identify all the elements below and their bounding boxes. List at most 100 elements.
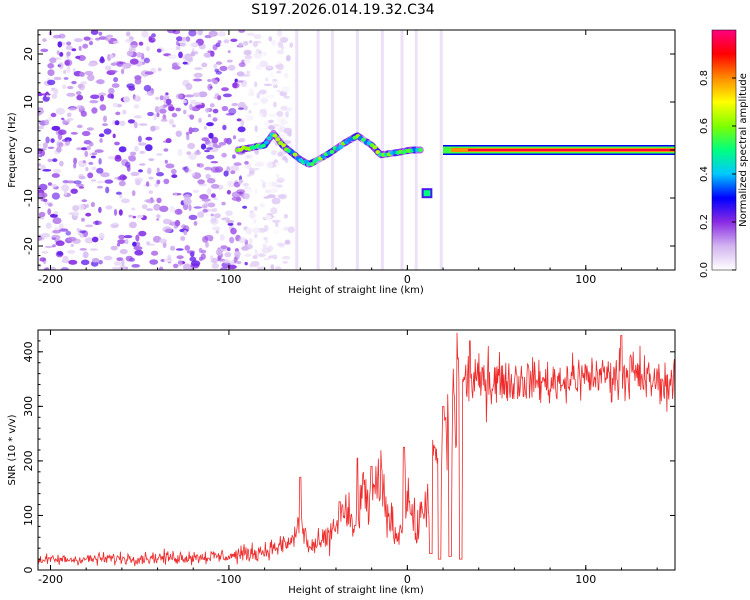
noise-blob — [98, 158, 102, 165]
noise-blob — [103, 128, 112, 135]
noise-blob — [193, 72, 203, 78]
noise-blob — [41, 192, 48, 198]
noise-blob — [198, 91, 208, 98]
noise-blob — [183, 109, 187, 115]
noise-blob — [182, 203, 189, 211]
snr-panel: -200 -100 0 100 0 100 200 300 400 Height of stra… — [7, 329, 676, 596]
noise-blob — [249, 212, 256, 219]
noise-blob — [47, 208, 52, 215]
noise-blob — [150, 125, 156, 132]
snr-plot-area — [38, 330, 675, 570]
noise-blob — [47, 182, 53, 186]
noise-blob — [222, 124, 227, 131]
noise-blob — [65, 230, 72, 236]
noise-blob — [171, 112, 178, 118]
noise-blob — [147, 243, 156, 246]
noise-blob — [174, 191, 178, 196]
noise-blob — [159, 205, 169, 212]
noise-blob — [112, 133, 116, 139]
noise-blob — [45, 136, 50, 144]
noise-blob — [243, 105, 248, 111]
noise-blob — [96, 79, 105, 85]
noise-blob — [84, 150, 89, 158]
noise-blob — [133, 115, 142, 119]
noise-blob — [98, 92, 107, 97]
noise-blob — [262, 181, 266, 189]
noise-blob — [210, 161, 219, 164]
noise-blob — [46, 94, 50, 98]
noise-blob — [121, 175, 128, 180]
noise-blob — [156, 214, 161, 219]
noise-blob — [238, 237, 247, 244]
y-tick-label: -10 — [22, 189, 35, 207]
noise-blob — [264, 240, 269, 244]
noise-blob — [254, 125, 258, 133]
noise-blob — [48, 203, 53, 207]
noise-blob — [244, 58, 251, 64]
noise-blob — [160, 259, 165, 262]
noise-blob — [134, 249, 144, 256]
echo-core — [266, 136, 272, 141]
y-tick-label: 10 — [22, 95, 35, 109]
noise-blob — [254, 233, 258, 239]
noise-blob — [92, 257, 100, 263]
noise-blob — [86, 127, 94, 131]
noise-blob — [258, 89, 267, 95]
noise-blob — [227, 180, 235, 188]
noise-blob — [128, 214, 133, 218]
noise-blob — [122, 63, 126, 71]
stable-carrier — [443, 145, 675, 155]
noise-blob — [182, 99, 187, 104]
noise-blob — [131, 264, 140, 268]
echo-core — [329, 149, 335, 154]
echo-core — [321, 154, 326, 159]
noise-blob — [80, 81, 87, 85]
noise-blob — [133, 104, 140, 109]
noise-blob — [51, 125, 61, 131]
noise-blob — [109, 54, 115, 59]
noise-blob — [241, 246, 250, 251]
noise-blob — [115, 111, 121, 116]
noise-blob — [202, 236, 209, 243]
noise-blob — [144, 71, 154, 75]
noise-blob — [264, 189, 272, 194]
noise-blob — [76, 183, 84, 187]
noise-blob — [244, 187, 253, 192]
noise-blob — [253, 34, 262, 40]
noise-blob — [225, 219, 235, 224]
noise-blob — [203, 201, 209, 205]
noise-blob — [249, 167, 255, 174]
noise-blob — [283, 140, 292, 145]
noise-blob — [207, 83, 213, 91]
noise-blob — [76, 124, 83, 129]
noise-blob — [162, 114, 167, 121]
noise-blob — [275, 60, 281, 66]
noise-blob — [213, 197, 218, 201]
noise-blob — [175, 93, 183, 100]
noise-blob — [78, 175, 86, 180]
noise-blob — [177, 149, 183, 157]
noise-blob — [208, 30, 218, 37]
noise-blob — [90, 94, 100, 100]
noise-blob — [55, 107, 66, 115]
noise-blob — [53, 88, 59, 95]
noise-blob — [219, 234, 225, 241]
noise-blob — [236, 189, 246, 195]
noise-blob — [133, 95, 141, 102]
noise-blob — [138, 41, 144, 46]
noise-blob — [105, 205, 113, 210]
noise-blob — [182, 54, 192, 62]
noise-blob — [130, 151, 137, 156]
noise-blob — [85, 224, 94, 228]
noise-blob — [59, 160, 64, 167]
echo-core — [263, 140, 269, 145]
noise-blob — [250, 153, 254, 161]
noise-blob — [258, 112, 263, 116]
noise-blob — [206, 147, 213, 150]
noise-blob — [154, 96, 160, 100]
noise-blob — [243, 49, 252, 56]
y-tick-label: 100 — [22, 505, 35, 526]
noise-blob — [232, 135, 237, 140]
noise-blob — [189, 266, 194, 270]
noise-blob — [113, 77, 119, 83]
